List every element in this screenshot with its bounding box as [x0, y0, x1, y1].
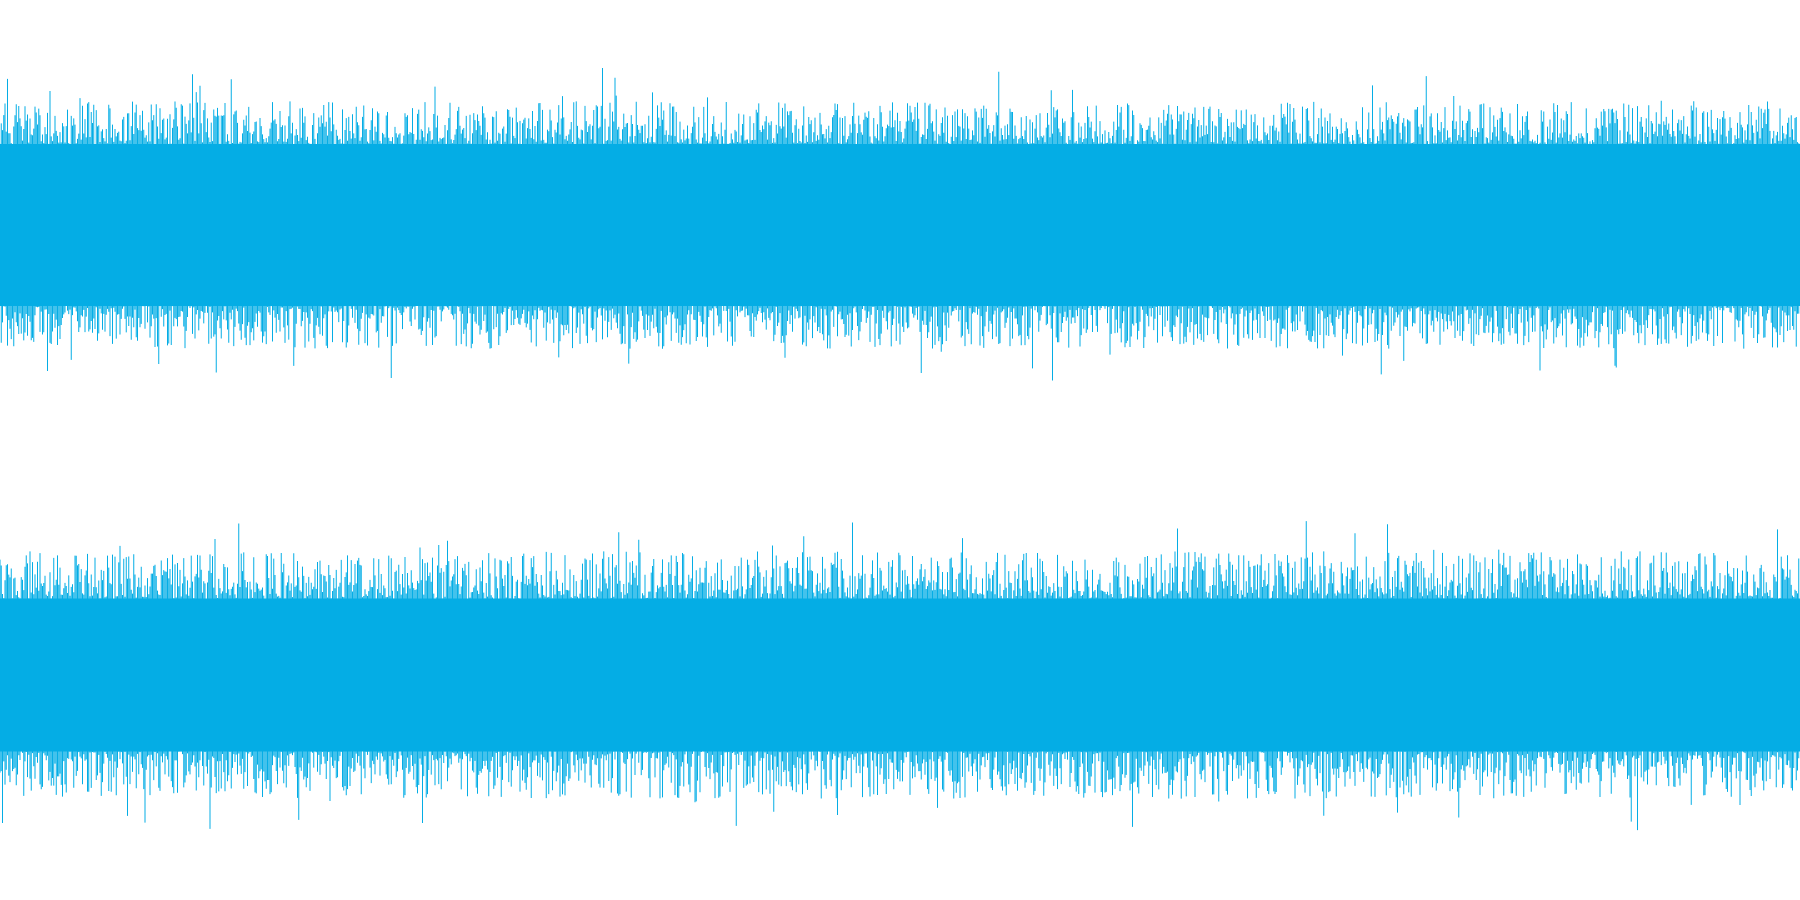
waveform-channel-2 [0, 521, 1800, 831]
waveform-peaks [0, 67, 1800, 381]
waveform-channel-1 [0, 67, 1800, 381]
waveform-peaks [0, 521, 1800, 831]
